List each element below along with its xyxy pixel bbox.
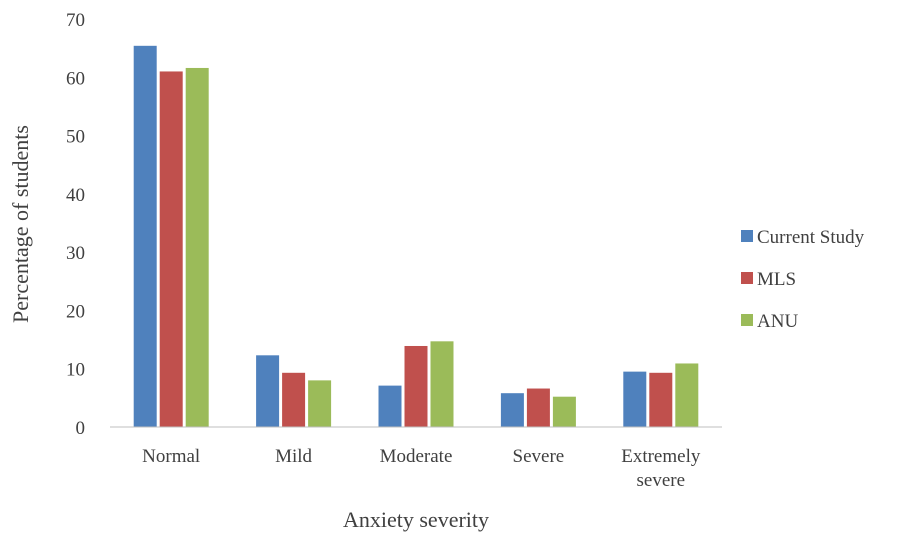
x-tick-label-line: Normal — [142, 446, 200, 467]
x-tick-label-line: Severe — [513, 446, 565, 467]
y-axis-title: Percentage of students — [8, 125, 33, 323]
x-tick-label-line: Mild — [275, 446, 312, 467]
bar-mls — [649, 372, 673, 427]
y-tick-label: 30 — [66, 243, 85, 264]
x-tick-label-line: Extremely — [621, 446, 701, 467]
bar-mls — [404, 345, 428, 427]
legend: Current Study MLS ANU — [741, 227, 865, 332]
legend-label: ANU — [757, 311, 798, 332]
bar-current-study — [500, 393, 524, 427]
bar-anu — [675, 363, 699, 427]
legend-label: MLS — [757, 269, 796, 290]
legend-swatch — [741, 230, 753, 242]
y-tick-label: 50 — [66, 127, 85, 148]
plot-area — [133, 45, 699, 428]
y-axis: 0 10 20 30 40 50 60 70 — [66, 10, 85, 439]
x-tick-label: Extremely severe — [621, 446, 701, 491]
bar-anu — [185, 67, 209, 428]
x-tick-label-line: Moderate — [380, 446, 453, 467]
x-axis: Normal Mild Moderate Severe Extremely severe — [110, 426, 722, 491]
bar-current-study — [133, 45, 157, 427]
bar-mls — [282, 372, 306, 427]
y-tick-label: 60 — [66, 68, 85, 89]
y-tick-label: 40 — [66, 185, 85, 206]
y-tick-label: 10 — [66, 360, 85, 381]
x-tick-label: Normal — [142, 446, 200, 467]
x-tick-label-line: severe — [637, 470, 686, 491]
bar-current-study — [623, 371, 647, 427]
x-axis-title: Anxiety severity — [343, 507, 489, 532]
bar-current-study — [256, 355, 280, 427]
bar-mls — [159, 71, 183, 427]
legend-label: Current Study — [757, 227, 865, 248]
legend-swatch — [741, 314, 753, 326]
bar-anu — [308, 380, 332, 427]
x-tick-label: Severe — [513, 446, 565, 467]
bar-anu — [430, 341, 454, 427]
bar-anu — [552, 396, 576, 427]
y-tick-label: 0 — [76, 418, 86, 439]
legend-swatch — [741, 272, 753, 284]
y-tick-label: 20 — [66, 301, 85, 322]
y-tick-label: 70 — [66, 10, 85, 31]
bar-current-study — [378, 385, 402, 427]
bar-mls — [526, 388, 550, 427]
x-tick-label: Mild — [275, 446, 312, 467]
x-tick-label: Moderate — [380, 446, 453, 467]
